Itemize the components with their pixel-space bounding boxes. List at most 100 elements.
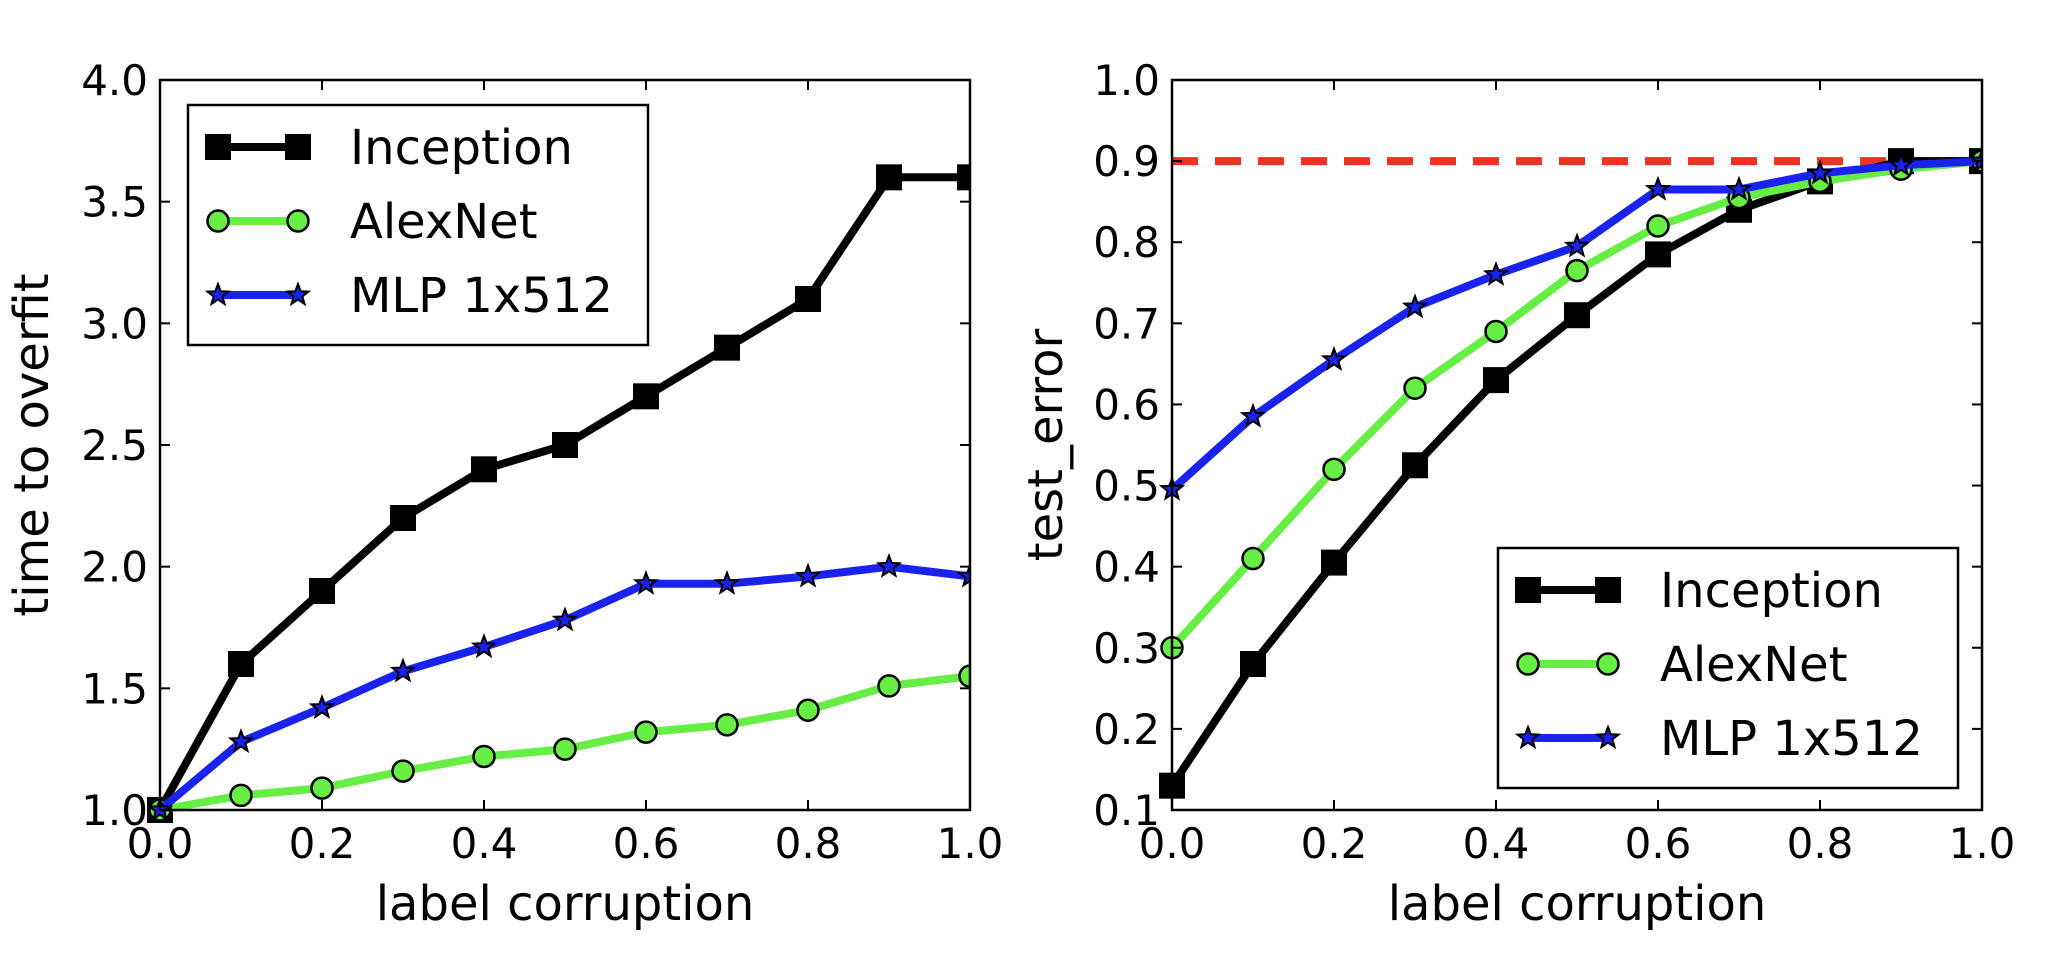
legend-marker [285, 134, 311, 160]
x-tick-label: 0.6 [613, 819, 680, 868]
data-point [714, 334, 740, 361]
x-tick-label: 0.8 [775, 819, 842, 868]
data-point [1320, 345, 1348, 372]
data-point [1646, 214, 1670, 238]
data-point [1401, 293, 1429, 319]
legend-label: MLP 1x512 [1660, 711, 1923, 767]
x-tick-label: 1.0 [1949, 819, 2016, 868]
legend-marker [1596, 652, 1620, 676]
x-tick-label: 0.6 [1625, 819, 1692, 868]
y-tick-label: 3.5 [81, 178, 148, 227]
data-point [957, 164, 970, 191]
y-tick-label: 2.5 [81, 421, 148, 470]
data-point [228, 651, 254, 677]
data-point [389, 657, 417, 683]
legend-label: AlexNet [350, 194, 538, 250]
data-point [1482, 260, 1510, 286]
legend-marker [1515, 577, 1541, 603]
y-tick-label: 0.3 [1093, 624, 1160, 673]
data-point [310, 776, 334, 800]
legend-marker [1594, 724, 1622, 750]
x-tick-label: 0.4 [451, 819, 518, 868]
data-point [796, 698, 820, 722]
series-group [146, 164, 970, 823]
y-axis-label: time to overfit [4, 273, 60, 616]
y-tick-label: 0.8 [1093, 218, 1160, 267]
data-point [634, 720, 658, 744]
x-tick-label: 0.8 [1787, 819, 1854, 868]
y-tick-label: 0.9 [1093, 137, 1160, 186]
data-point [391, 759, 415, 783]
data-point [1241, 546, 1265, 571]
data-point [308, 693, 336, 720]
data-point [229, 783, 253, 808]
data-point [794, 562, 822, 588]
data-point [551, 606, 579, 632]
y-tick-label: 0.1 [1093, 786, 1160, 835]
data-point [713, 569, 741, 595]
y-tick-label: 4.0 [81, 56, 148, 105]
legend-marker [284, 281, 312, 307]
data-point [552, 432, 578, 458]
y-tick-label: 0.7 [1093, 299, 1160, 348]
data-point [1239, 402, 1267, 428]
data-point [715, 713, 739, 737]
data-point [1402, 452, 1428, 479]
data-point [1565, 258, 1589, 283]
data-point [470, 633, 498, 659]
data-point [876, 164, 902, 191]
x-tick-label: 1.0 [937, 819, 1004, 868]
data-point [958, 664, 970, 688]
data-point [1483, 367, 1509, 394]
y-tick-label: 1.0 [81, 786, 148, 835]
data-point [1725, 175, 1753, 201]
data-point [1563, 232, 1591, 258]
legend-label: Inception [1660, 563, 1883, 619]
y-tick-label: 0.6 [1093, 380, 1160, 429]
legend-label: MLP 1x512 [350, 268, 613, 324]
data-point [956, 562, 970, 588]
legend-marker [286, 209, 310, 233]
y-tick-label: 2.0 [81, 543, 148, 592]
data-point [1645, 241, 1671, 268]
data-point [1321, 549, 1347, 576]
x-axis-label: label corruption [1388, 876, 1767, 932]
legend-marker [1516, 652, 1540, 676]
data-point [471, 456, 497, 483]
legend-label: Inception [350, 120, 573, 176]
x-tick-label: 0.4 [1463, 819, 1530, 868]
y-tick-label: 3.0 [81, 299, 148, 348]
data-point [553, 737, 577, 761]
data-point [227, 728, 255, 754]
data-point [632, 569, 660, 595]
x-tick-label: 0.2 [289, 819, 356, 868]
y-tick-label: 0.5 [1093, 462, 1160, 511]
x-tick-label: 0.0 [127, 819, 194, 868]
data-point [795, 286, 821, 312]
x-axis-label: label corruption [376, 876, 755, 932]
data-point [472, 744, 496, 769]
legend-marker [205, 134, 231, 160]
data-point [1564, 302, 1590, 329]
data-point [309, 578, 335, 604]
data-point [877, 674, 901, 698]
y-tick-label: 1.0 [1093, 56, 1160, 105]
data-point [390, 505, 416, 531]
data-point [1644, 175, 1672, 201]
legend: Inception AlexNet MLP 1x512 [186, 103, 650, 347]
chart-test-error: 0.0 0.2 0.4 0.6 0.8 1.0 0.1 0.2 0.3 0.4 0.5 0.6 0.7 0… [1018, 56, 2015, 932]
y-tick-label: 1.5 [81, 664, 148, 713]
data-point [1240, 651, 1266, 677]
x-tick-label: 0.0 [1139, 819, 1206, 868]
data-point [1403, 376, 1427, 400]
data-point [1484, 319, 1508, 344]
plot-frame [1170, 78, 1984, 812]
legend-marker [204, 281, 232, 307]
y-tick-label: 0.4 [1093, 543, 1160, 592]
y-axis-label: test_error [1018, 329, 1074, 562]
y-tick-label: 0.2 [1093, 705, 1160, 754]
data-point [1322, 457, 1346, 482]
x-tick-label: 0.2 [1301, 819, 1368, 868]
data-point [1968, 147, 1982, 173]
data-point [1806, 159, 1834, 185]
